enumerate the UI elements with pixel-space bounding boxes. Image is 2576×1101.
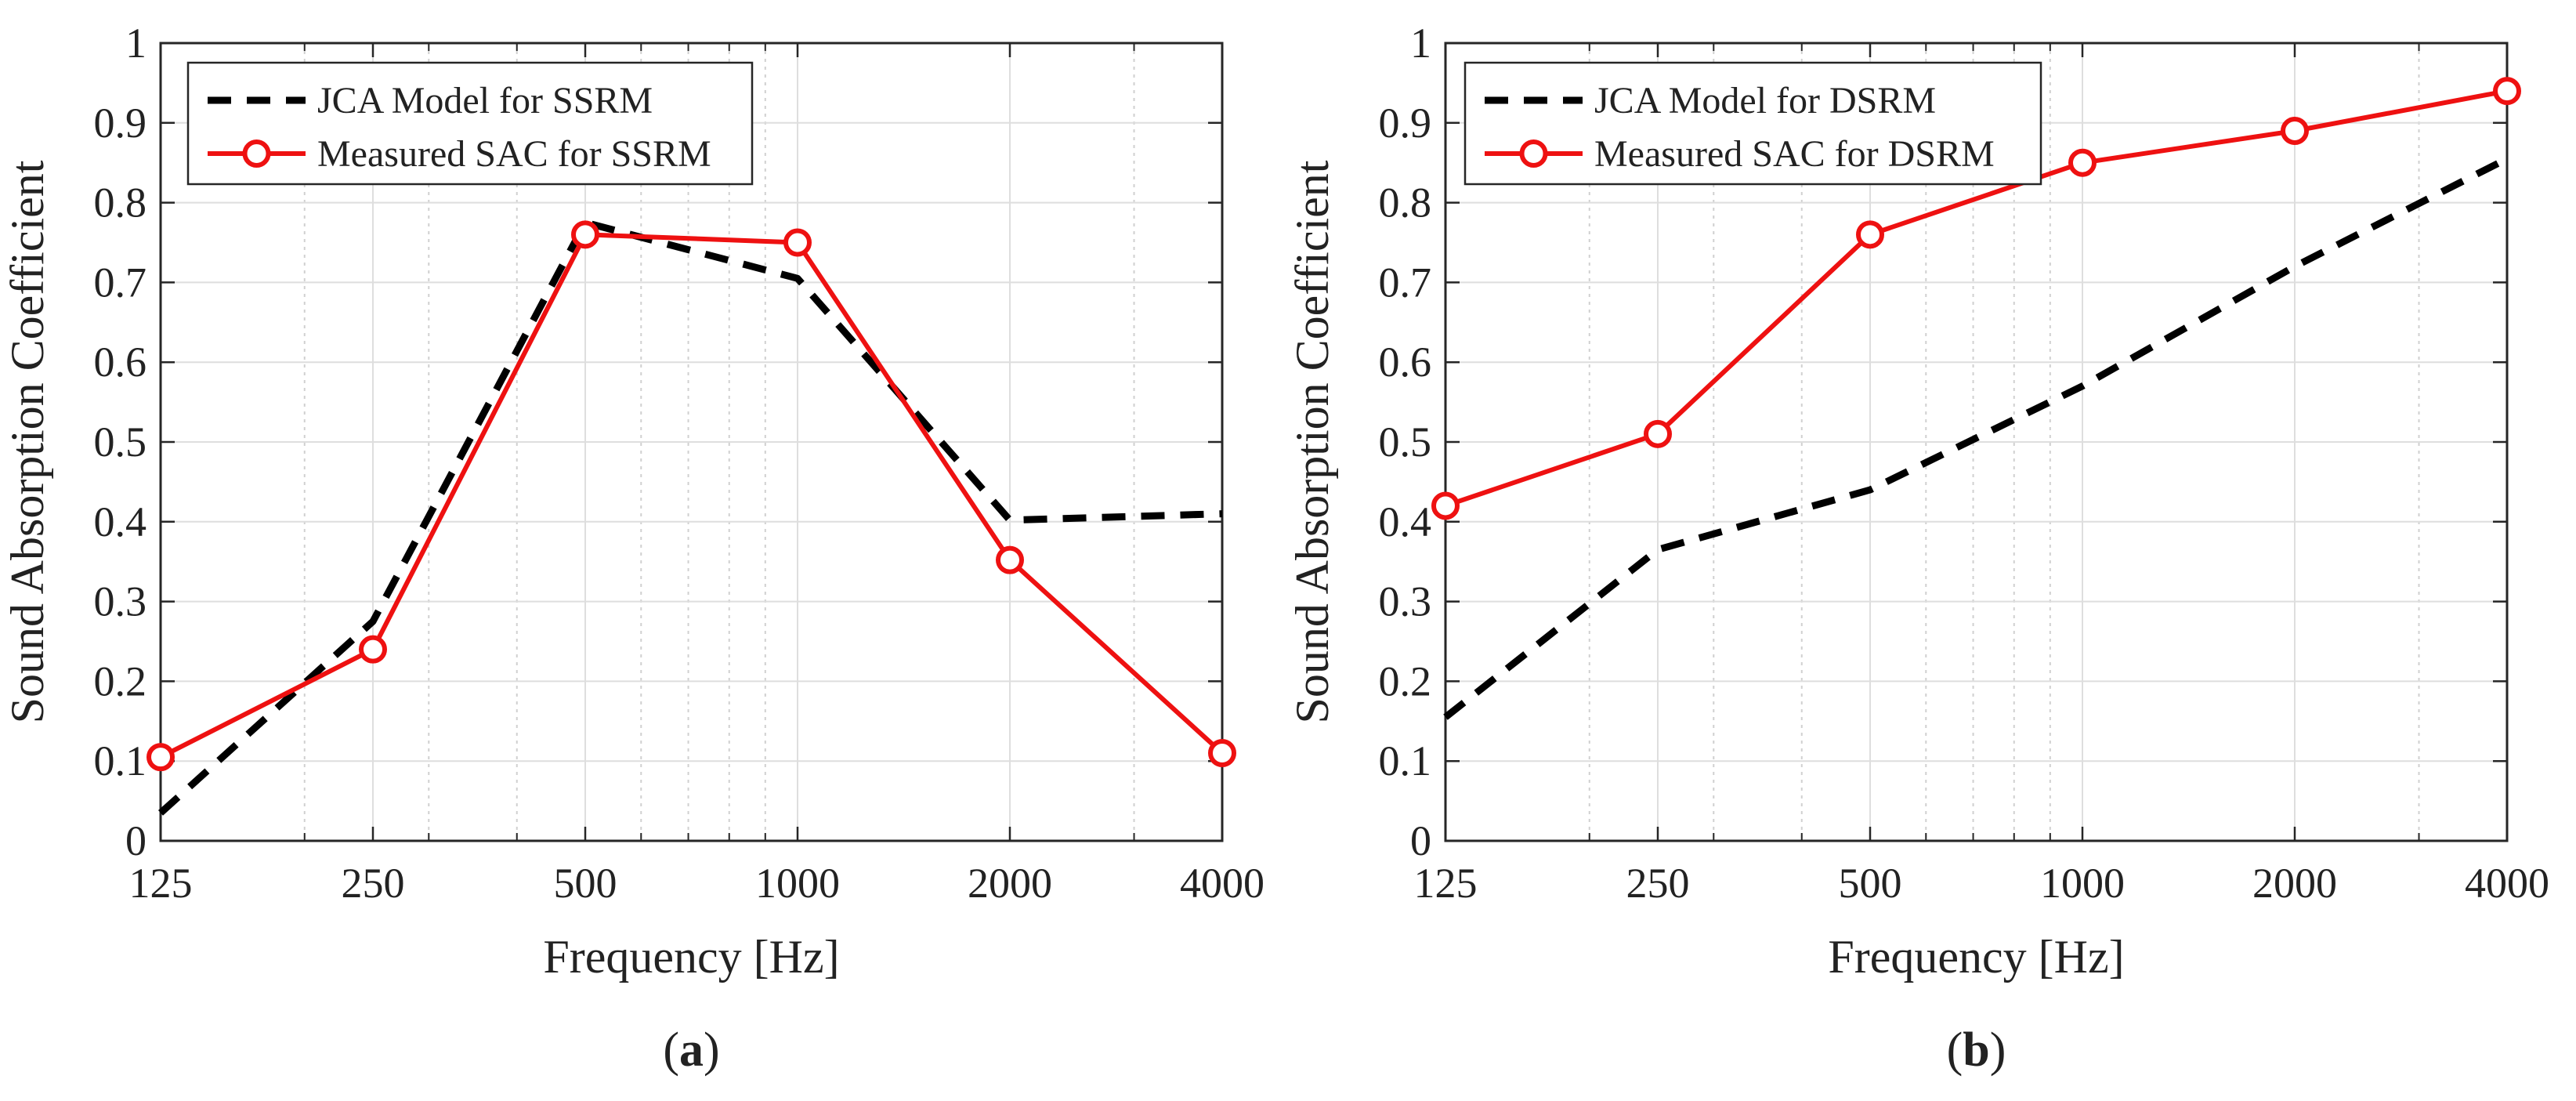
y-tick-label: 0 [125, 817, 147, 864]
data-point [2493, 77, 2521, 106]
series-line-model [1443, 155, 2509, 720]
legend-swatch-marker [1519, 139, 1548, 168]
y-tick-label: 0.2 [1379, 657, 1432, 704]
legend-entry-label: JCA Model for DSRM [1594, 80, 1936, 121]
x-tick-label: 500 [1839, 860, 1902, 907]
legend: JCA Model for DSRM Measured SAC for DSRM [1463, 61, 2042, 186]
x-tick-label: 2000 [968, 860, 1052, 907]
y-tick-label: 0.4 [1379, 498, 1432, 545]
y-tick-label: 0.3 [1379, 578, 1432, 625]
y-tick-label: 0 [1410, 817, 1431, 864]
data-point [1208, 739, 1236, 768]
y-tick-label: 0.4 [94, 498, 147, 545]
legend-entry-label: Measured SAC for SSRM [317, 133, 711, 175]
panel-label: (b) [1947, 1023, 2006, 1077]
y-tick-label: 0.2 [94, 657, 147, 704]
axes-box [1444, 42, 2509, 842]
panel-label: (a) [663, 1023, 719, 1077]
x-tick-label: 2000 [2252, 860, 2337, 907]
y-tick-label: 1 [125, 20, 147, 67]
y-tick-label: 0.5 [1379, 418, 1432, 465]
data-point [147, 743, 175, 772]
y-tick-label: 0.5 [94, 418, 147, 465]
legend-box [186, 61, 754, 186]
y-tick-label: 0.9 [94, 100, 147, 147]
x-axis-label: Frequency [Hz] [543, 931, 839, 983]
y-tick-label: 0.1 [94, 737, 147, 784]
legend-swatch-marker [242, 139, 271, 168]
x-tick-label: 500 [554, 860, 617, 907]
y-tick-label: 0.6 [1379, 339, 1432, 386]
x-tick-label: 1000 [2040, 860, 2125, 907]
series-line-measured [1445, 89, 2508, 509]
data-point [2068, 148, 2097, 177]
y-tick-label: 0.3 [94, 578, 147, 625]
y-axis-label: Sound Absorption Coefficient [2, 160, 53, 723]
series-line-model [157, 219, 1223, 816]
axes-box [159, 42, 1224, 842]
y-tick-label: 0.7 [94, 259, 147, 306]
data-point [1431, 491, 1460, 520]
x-axis-label: Frequency [Hz] [1828, 931, 2124, 983]
data-point [1644, 419, 1672, 448]
x-tick-label: 250 [1626, 860, 1690, 907]
x-tick-label: 125 [129, 860, 193, 907]
y-tick-label: 1 [1410, 20, 1431, 67]
y-tick-label: 0.9 [1379, 100, 1432, 147]
legend: JCA Model for SSRM Measured SAC for SSRM [186, 61, 754, 186]
y-tick-label: 0.7 [1379, 259, 1432, 306]
series-line-measured [159, 232, 1225, 759]
legend-box [1463, 61, 2042, 186]
legend-entry-label: Measured SAC for DSRM [1594, 133, 1995, 175]
x-tick-label: 4000 [1180, 860, 1264, 907]
y-tick-label: 0.8 [1379, 179, 1432, 226]
legend-entry-label: JCA Model for SSRM [317, 80, 653, 121]
x-tick-label: 125 [1414, 860, 1478, 907]
data-point [2281, 116, 2309, 145]
data-point [571, 220, 599, 249]
chart-panel-b: 125 250 500 1000 2000 4000 0 0.1 0.2 0.3 0.4 0.5 0.6… [1286, 20, 2549, 1077]
chart-panel-a: 125 250 500 1000 2000 4000 0 0.1 0.2 0.3 0.4 0.5 0.6… [2, 20, 1264, 1077]
x-tick-label: 4000 [2465, 860, 2549, 907]
x-tick-label: 250 [342, 860, 405, 907]
data-point [359, 635, 387, 664]
y-tick-label: 0.8 [94, 179, 147, 226]
data-point [783, 228, 812, 257]
data-point [1856, 220, 1884, 249]
y-axis-label: Sound Absorption Coefficient [1286, 160, 1338, 723]
x-tick-label: 1000 [755, 860, 840, 907]
y-tick-label: 0.1 [1379, 737, 1432, 784]
data-point [996, 545, 1024, 574]
y-tick-label: 0.6 [94, 339, 147, 386]
